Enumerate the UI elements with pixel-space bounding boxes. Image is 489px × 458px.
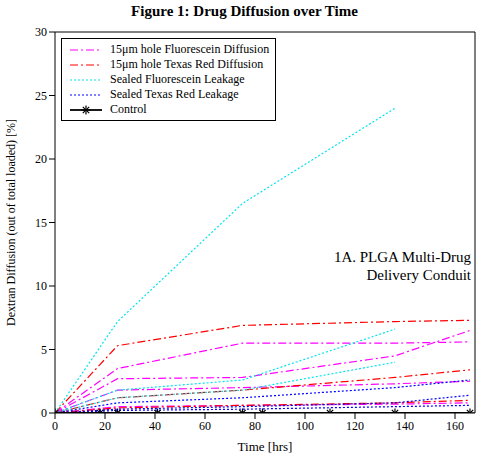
svg-text:20: 20 [35, 152, 47, 166]
svg-text:140: 140 [396, 419, 414, 433]
svg-text:100: 100 [296, 419, 314, 433]
html-text:15μm hole Fluorescein Diffusio: 15μm hole Fluorescein Diffusion [110, 42, 270, 56]
svg-text:10: 10 [35, 279, 47, 293]
html-text:15μm hole Texas Red Diffusion: 15μm hole Texas Red Diffusion [110, 57, 264, 71]
svg-text:80: 80 [249, 419, 261, 433]
svg-text:20: 20 [99, 419, 111, 433]
html-text:Control: Control [110, 102, 147, 116]
svg-text:5: 5 [41, 343, 47, 357]
svg-text:160: 160 [446, 419, 464, 433]
svg-text:0: 0 [41, 406, 47, 420]
svg-text:25: 25 [35, 89, 47, 103]
svg-text:0: 0 [52, 419, 58, 433]
html-text:Figure 1: Drug Diffusion over: Figure 1: Drug Diffusion over Time [131, 3, 358, 19]
html-text:Sealed Texas Red Leakage: Sealed Texas Red Leakage [110, 87, 239, 101]
svg-text:30: 30 [35, 25, 47, 39]
svg-text:15: 15 [35, 216, 47, 230]
svg-text:120: 120 [346, 419, 364, 433]
html-text:1A. PLGA Multi-Drug Delivery C: 1A. PLGA Multi-Drug Delivery Conduit [333, 248, 471, 283]
svg-text:Dextran Diffusion (out of tota: Dextran Diffusion (out of total loaded) … [4, 119, 18, 326]
svg-text:40: 40 [149, 419, 161, 433]
html-text:Sealed Fluorescein Leakage: Sealed Fluorescein Leakage [110, 72, 245, 86]
svg-text:60: 60 [199, 419, 211, 433]
svg-text:Time [hrs]: Time [hrs] [238, 439, 293, 454]
